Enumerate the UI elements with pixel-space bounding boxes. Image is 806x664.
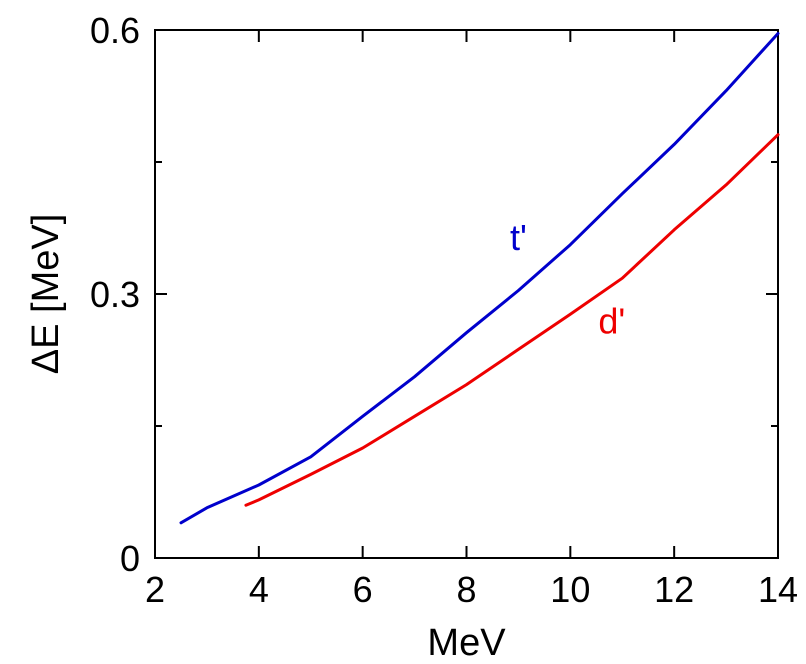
series-group: t' d' [179, 32, 780, 525]
x-tick-label: 2 [145, 569, 165, 610]
x-tick-label: 4 [249, 569, 269, 610]
x-tick-label: 14 [758, 569, 798, 610]
x-tick-label: 12 [654, 569, 694, 610]
series-label: d' [598, 301, 625, 342]
y-axis-label: ΔE [MeV] [25, 214, 67, 375]
series-line [179, 32, 780, 525]
tick-labels: 2 4 6 8 10 12 14 0 0.3 0.6 [90, 10, 798, 610]
y-tick-label: 0 [120, 538, 140, 579]
x-tick-label: 8 [456, 569, 476, 610]
axis-ticks [154, 29, 779, 559]
series-label: t' [510, 217, 527, 258]
y-tick-label: 0.6 [90, 10, 140, 51]
plot-frame [154, 29, 779, 559]
x-axis-label: MeV [427, 622, 506, 664]
x-tick-label: 10 [550, 569, 590, 610]
y-tick-label: 0.3 [90, 274, 140, 315]
series-line [244, 133, 780, 507]
x-tick-label: 6 [353, 569, 373, 610]
